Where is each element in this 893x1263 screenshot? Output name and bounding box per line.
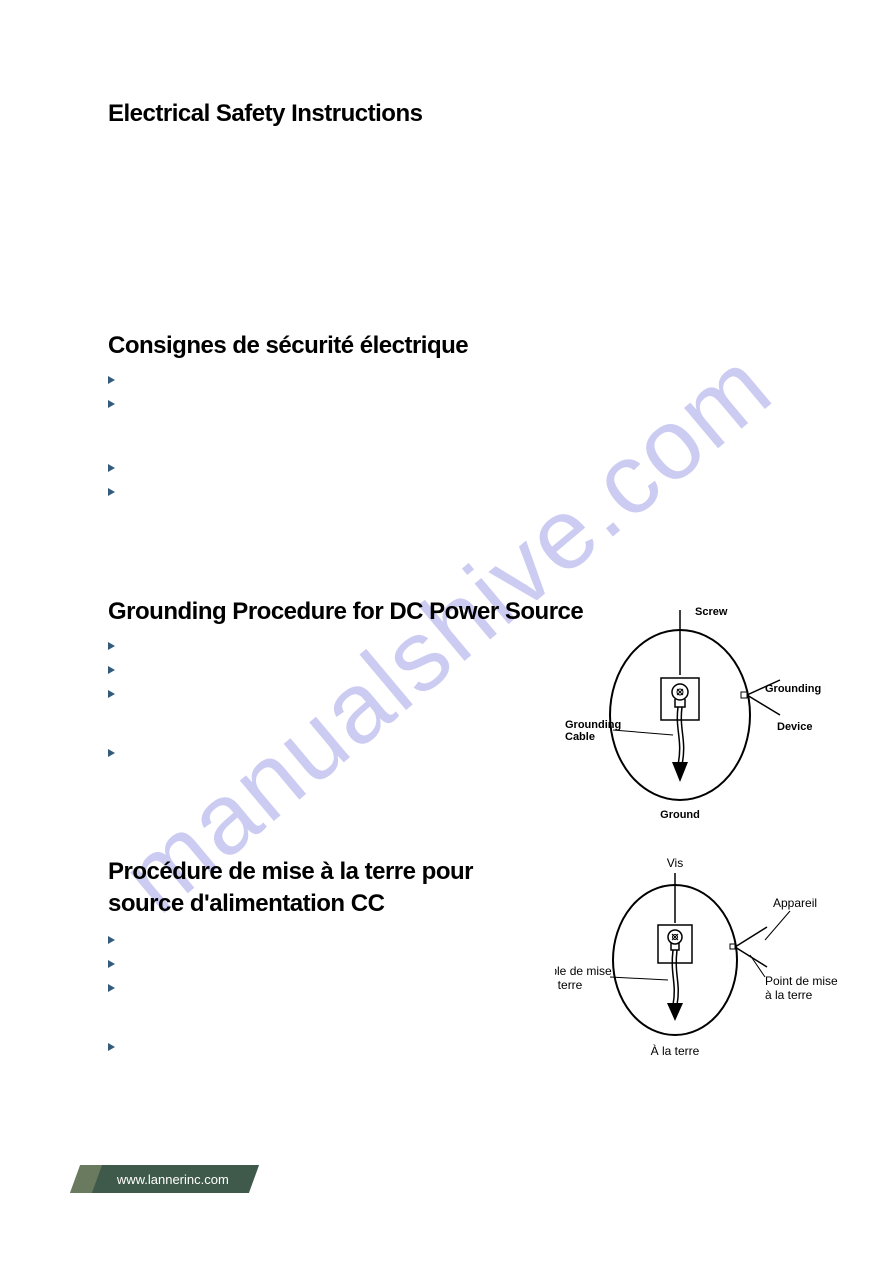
list-item [108,745,126,759]
list-item [108,686,126,700]
footer-bar: www.lannerinc.com [75,1165,254,1193]
list-item [108,980,126,994]
list-item [108,638,126,652]
diagram-grounding-en: Screw Grounding Point Device [565,600,825,825]
bullets-procedure-fr [108,932,126,1059]
label-device: Device [777,721,812,733]
document-page: manualshive.com Electrical Safety Instru… [0,0,893,1263]
list-item [108,372,126,386]
label-a-la-terre-ground: À la terre [651,1043,700,1058]
heading-consignes: Consignes de sécurité électrique [108,332,468,360]
list-item [108,460,126,474]
bullets-consignes [108,372,126,504]
list-item [108,484,126,498]
label-appareil: Appareil [773,896,817,910]
bullets-grounding-dc [108,638,126,765]
list-item [108,956,126,970]
footer-url-container: www.lannerinc.com [92,1165,259,1193]
label-grounding-point: Grounding Point [765,683,825,695]
label-screw: Screw [695,606,728,618]
label-grounding-cable-1: Grounding Cable [565,719,624,743]
heading-grounding-dc: Grounding Procedure for DC Power Source [108,598,583,626]
label-vis: Vis [667,856,683,870]
heading-electrical-safety: Electrical Safety Instructions [108,100,422,128]
heading-procedure-fr: Procédure de mise à la terre pour source… [108,856,488,921]
diagram-grounding-fr: Vis Appareil Point de mise à la terre [555,855,845,1065]
label-cable-mise: Câble de mise à la terre [555,964,615,992]
label-point-mise: Point de mise à la terre [765,974,841,1002]
list-item [108,1039,126,1053]
list-item [108,396,126,410]
label-ground: Ground [660,809,700,821]
list-item [108,662,126,676]
list-item [108,932,126,946]
footer-url: www.lannerinc.com [117,1172,229,1187]
